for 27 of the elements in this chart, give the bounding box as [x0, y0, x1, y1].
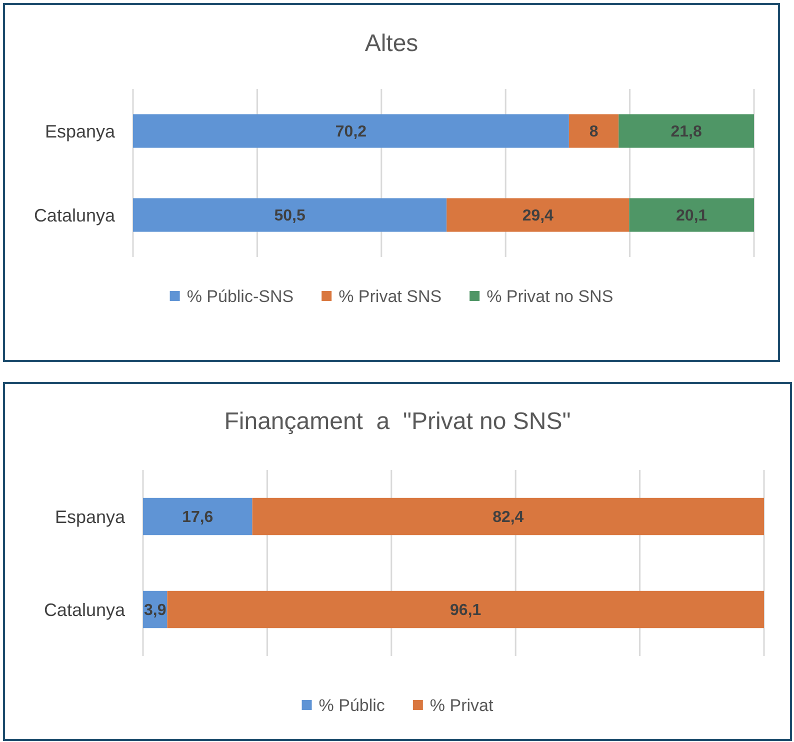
- y-tick-label: Espanya: [54, 506, 126, 527]
- data-label: 50,5: [274, 208, 306, 225]
- data-label: 8: [589, 124, 598, 141]
- data-label: 21,8: [670, 124, 702, 141]
- data-label: 3,9: [144, 602, 166, 620]
- bar: [133, 198, 447, 232]
- data-label: 70,2: [335, 124, 367, 141]
- y-tick-label: Espanya: [44, 121, 116, 142]
- data-label: 82,4: [492, 509, 524, 526]
- y-tick-label: Catalunya: [34, 205, 116, 226]
- y-tick-label: Catalunya: [44, 600, 126, 620]
- legend-label: % Privat no SNS: [486, 286, 614, 306]
- data-label: 20,1: [676, 208, 708, 225]
- legend-label: % Públic-SNS: [186, 286, 294, 306]
- bar: [629, 198, 754, 232]
- chart-title: Altes: [364, 30, 418, 57]
- data-label: 17,6: [182, 509, 214, 526]
- legend-label: % Públic: [318, 696, 386, 715]
- data-label: 29,4: [522, 208, 554, 225]
- chart-title: Finançament a "Privat no SNS": [224, 408, 571, 435]
- legend-label: % Privat: [430, 696, 494, 715]
- bar: [133, 114, 569, 148]
- legend-label: % Privat SNS: [338, 286, 442, 306]
- bar: [568, 114, 619, 148]
- bar: [446, 198, 630, 232]
- bar: [618, 114, 754, 148]
- data-label: 96,1: [450, 602, 482, 620]
